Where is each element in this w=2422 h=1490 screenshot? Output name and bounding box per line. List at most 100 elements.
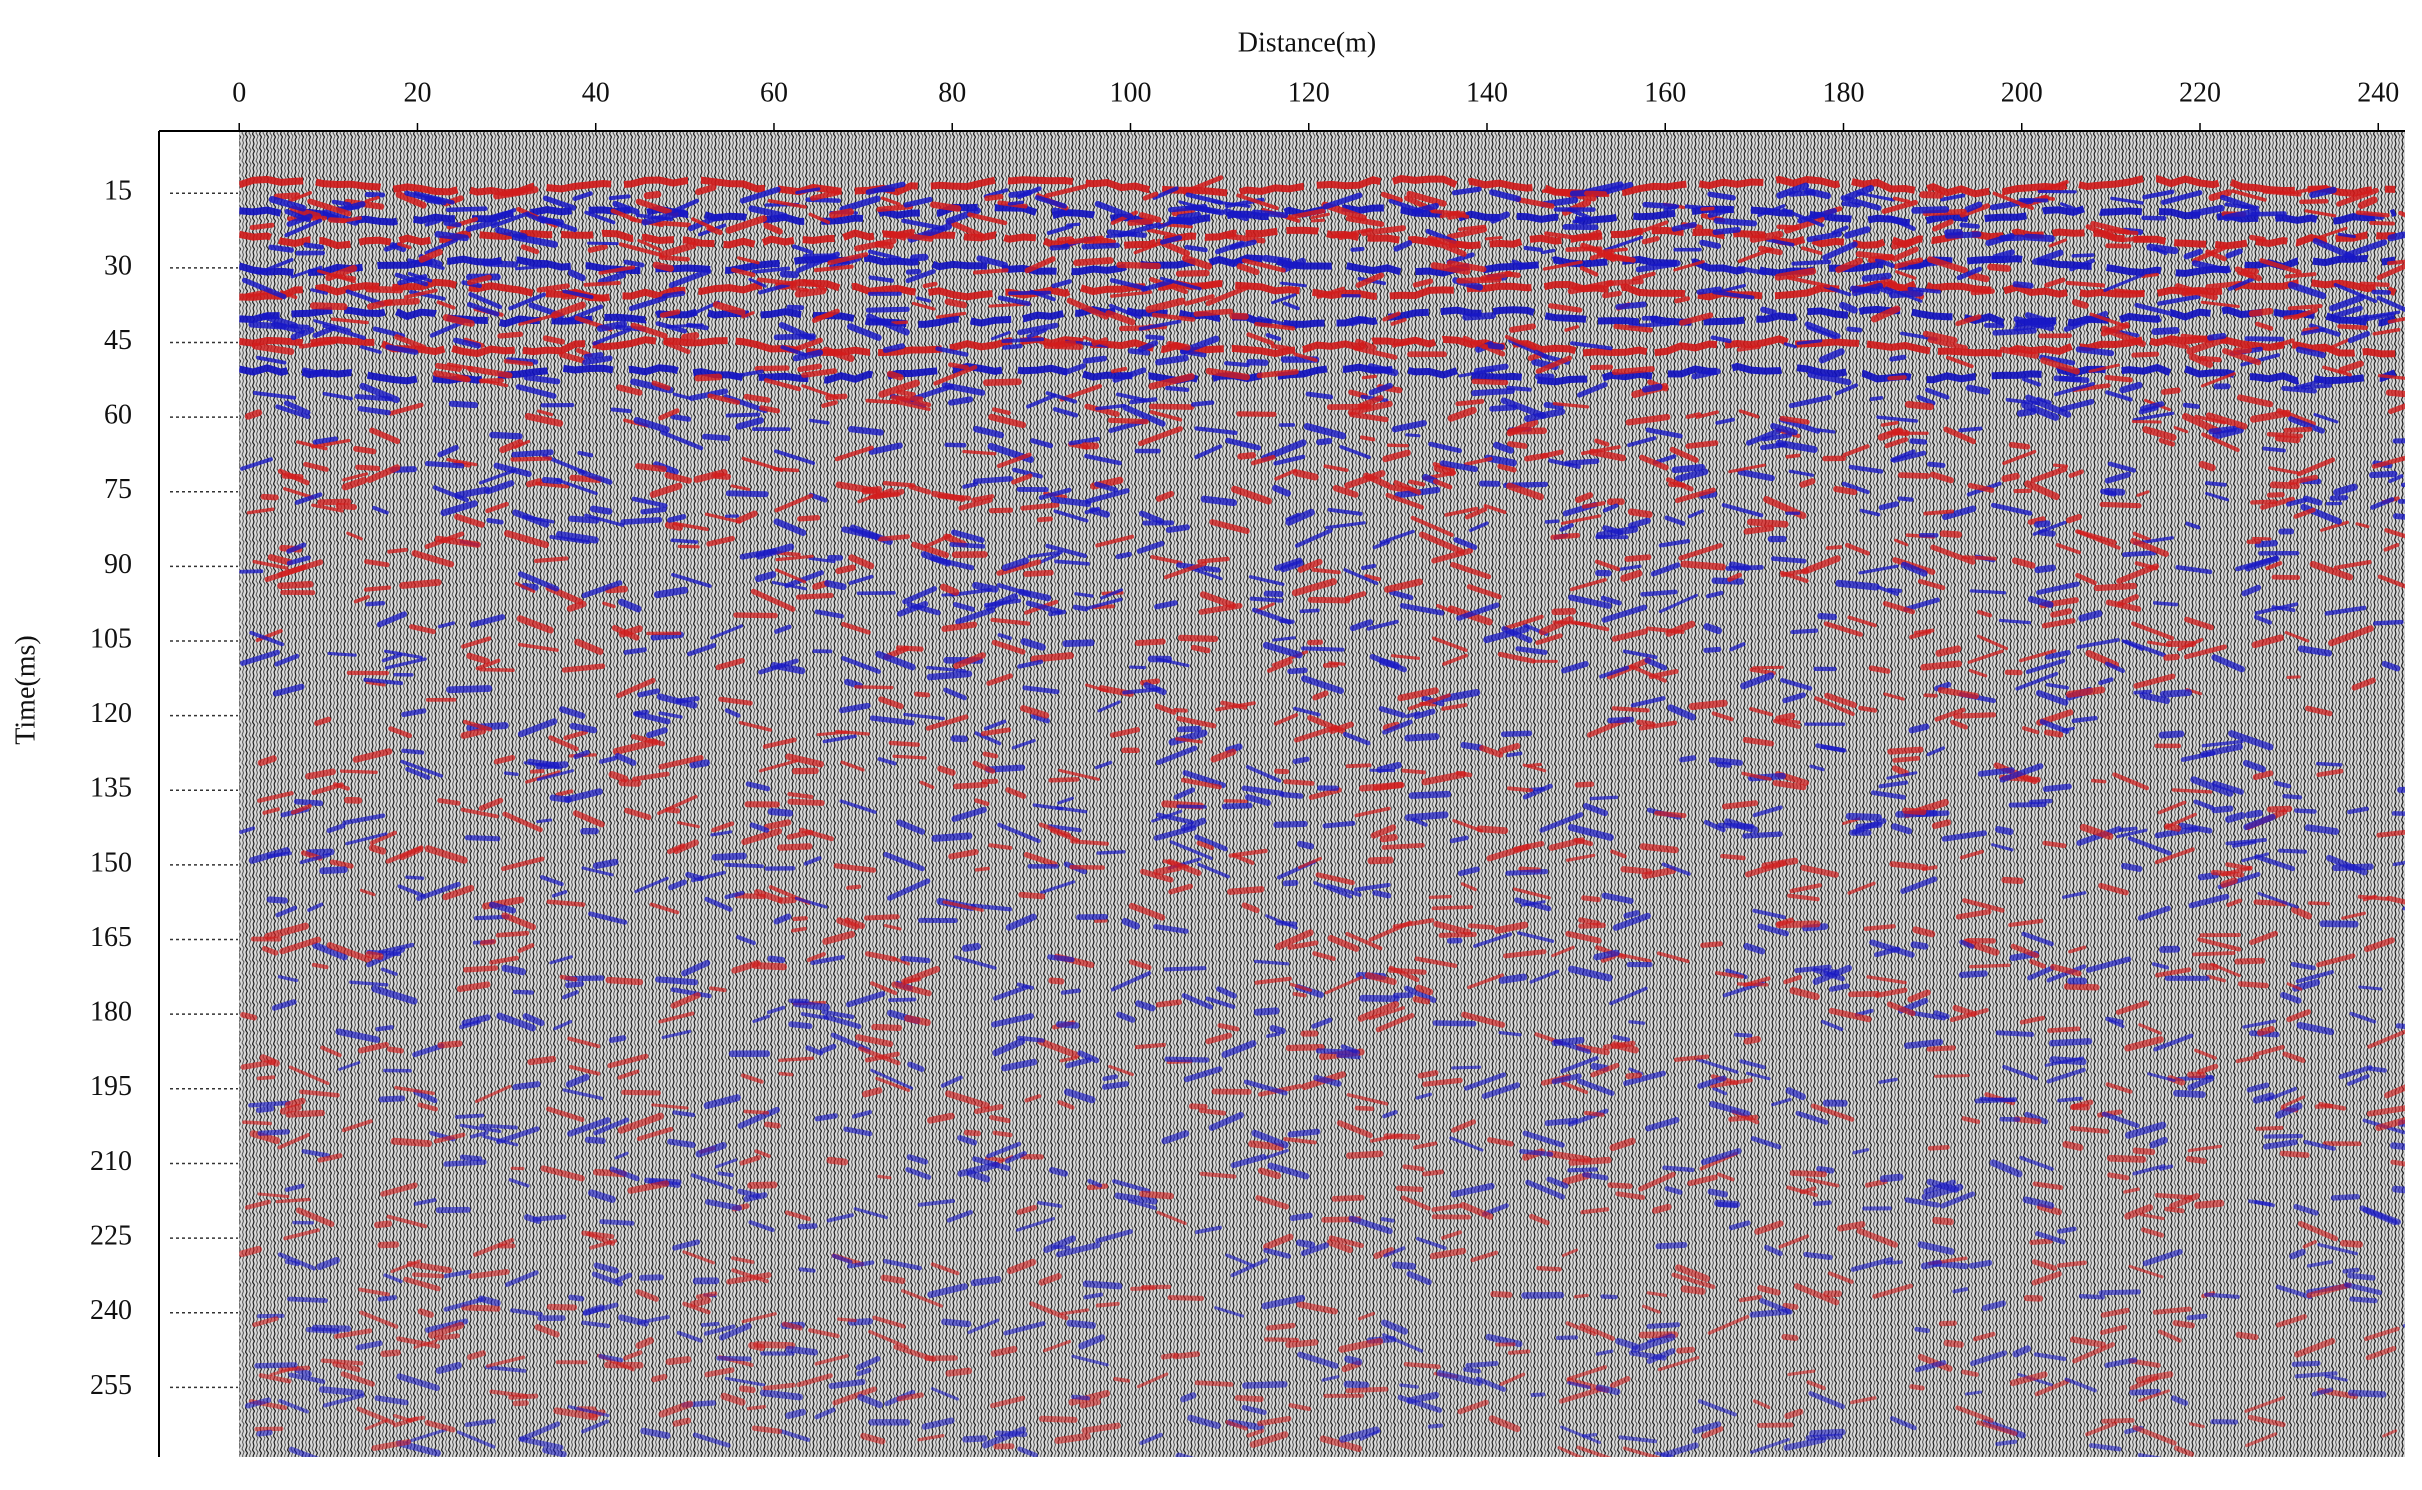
wavelet	[691, 217, 715, 230]
wavelet	[1066, 297, 1110, 320]
wavelet	[1257, 316, 1298, 329]
wavelet	[751, 962, 788, 971]
wavelet	[353, 594, 370, 604]
wavelet	[1058, 768, 1100, 781]
wavelet	[2025, 658, 2066, 674]
wavelet	[535, 761, 569, 770]
wavelet	[2113, 288, 2145, 295]
wavelet	[1688, 699, 1728, 711]
wavelet	[1761, 857, 1799, 870]
wavelet	[888, 997, 917, 1003]
wavelet	[1359, 781, 1404, 792]
wavelet	[909, 253, 929, 262]
wavelet	[2256, 1025, 2276, 1036]
wavelet	[460, 1304, 501, 1312]
wavelet	[750, 588, 796, 612]
y-tick-label: 255	[90, 1370, 132, 1401]
wavelet	[2154, 826, 2199, 839]
wavelet	[1246, 1428, 1265, 1438]
wavelet	[967, 1318, 1000, 1335]
wavelet	[813, 264, 854, 273]
wavelet	[1749, 230, 1784, 243]
wavelet	[1287, 1128, 1321, 1138]
wavelet	[1037, 1200, 1063, 1208]
wavelet	[668, 879, 687, 891]
wavelet	[1450, 1119, 1477, 1133]
wavelet	[563, 729, 589, 741]
wavelet	[839, 195, 881, 213]
wavelet	[1167, 1295, 1205, 1301]
wavelet	[1151, 312, 1196, 322]
wavelet	[559, 974, 578, 982]
wavelet	[484, 1365, 527, 1373]
wavelet	[846, 323, 882, 341]
wavelet	[2069, 1126, 2110, 1134]
wavelet	[512, 989, 535, 995]
wavelet	[326, 942, 372, 963]
wavelet	[1357, 1001, 1400, 1022]
wavelet	[396, 1373, 440, 1392]
wavelet	[1552, 402, 1590, 409]
wavelet	[700, 1321, 720, 1327]
wavelet	[1579, 1323, 1615, 1341]
wavelet	[1878, 501, 1900, 511]
wavelet	[846, 991, 886, 1008]
wavelet	[628, 295, 667, 312]
wavelet	[2001, 876, 2024, 885]
wavelet	[493, 186, 539, 200]
wavelet	[1743, 525, 1775, 535]
wavelet	[1809, 764, 1825, 772]
wavelet	[903, 196, 933, 208]
wavelet	[758, 759, 799, 773]
wavelet	[1892, 196, 1911, 204]
wavelet	[2357, 196, 2378, 209]
wavelet	[1175, 1452, 1195, 1457]
wavelet	[1995, 1030, 2035, 1037]
wavelet	[266, 896, 289, 904]
wavelet	[930, 201, 962, 212]
wavelet	[610, 407, 632, 414]
wavelet	[2063, 983, 2100, 991]
wavelet	[2098, 677, 2114, 686]
wavelet	[748, 205, 788, 220]
wavelet	[712, 301, 746, 316]
wavelet	[472, 1237, 515, 1257]
wavelet	[945, 1367, 973, 1377]
wavelet	[2349, 1296, 2378, 1304]
wavelet	[1938, 1320, 1958, 1327]
wavelet	[2002, 449, 2037, 466]
wavelet	[1359, 435, 1376, 442]
wavelet	[2158, 437, 2176, 447]
wavelet	[1221, 802, 1253, 810]
wavelet	[2042, 840, 2067, 849]
wavelet	[1869, 939, 1915, 958]
wavelet	[2035, 690, 2069, 706]
wavelet	[1880, 421, 1899, 427]
wavelet	[1721, 800, 1759, 810]
wavelet	[617, 1112, 665, 1134]
wavelet	[1893, 538, 1909, 547]
wavelet	[759, 405, 781, 414]
wavelet	[962, 482, 978, 489]
wavelet	[708, 986, 727, 993]
wavelet	[752, 1014, 771, 1024]
wavelet	[1998, 618, 2032, 625]
wavelet	[2211, 654, 2246, 673]
wavelet	[2085, 956, 2132, 973]
wavelet	[2387, 317, 2405, 324]
wavelet	[1048, 977, 1065, 985]
wavelet	[2019, 1155, 2054, 1171]
wavelet	[2333, 560, 2372, 570]
wavelet	[1622, 1446, 1660, 1457]
wavelet	[607, 1053, 649, 1069]
wavelet	[2065, 513, 2082, 524]
wavelet	[643, 190, 662, 200]
wavelet	[990, 617, 1031, 626]
wavelet	[1987, 263, 2012, 272]
wavelet	[1625, 1072, 1643, 1079]
wavelet	[1074, 592, 1094, 598]
wavelet	[1930, 544, 1976, 565]
wavelet	[843, 1126, 873, 1137]
wavelet	[333, 1328, 373, 1339]
wavelet	[689, 759, 710, 769]
